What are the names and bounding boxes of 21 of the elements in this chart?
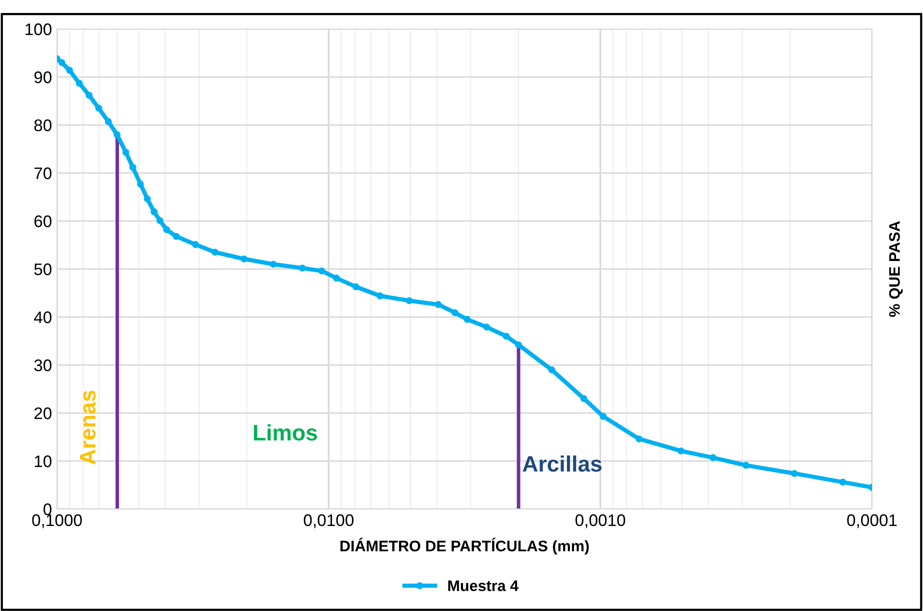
x-axis-title: DIÁMETRO DE PARTÍCULAS (mm) [340, 538, 589, 554]
y-tick-label: 90 [34, 71, 52, 84]
x-tick-label: 0,1000 [32, 514, 82, 528]
x-tick-label: 0,0100 [304, 514, 354, 528]
y-axis-title: % QUE PASA [889, 221, 903, 317]
y-tick-label: 20 [34, 407, 52, 420]
y-tick-label: 30 [34, 359, 52, 372]
x-tick-label: 0,0001 [847, 514, 897, 528]
annotation: Limos [254, 424, 318, 441]
y-tick-label: 50 [34, 263, 52, 276]
annotation: Arcillas [522, 455, 602, 472]
annotation: Arenas [80, 390, 96, 465]
y-tick-label: 100 [26, 23, 52, 36]
y-tick-label: 40 [34, 311, 52, 324]
y-tick-label: 70 [34, 167, 52, 180]
y-tick-label: 10 [34, 455, 52, 468]
x-tick-label: 0,0010 [576, 514, 626, 528]
legend-label: Muestra 4 [448, 580, 518, 592]
y-tick-label: 60 [34, 215, 52, 228]
y-tick-label: 0 [44, 503, 52, 516]
y-tick-label: 80 [34, 119, 52, 132]
